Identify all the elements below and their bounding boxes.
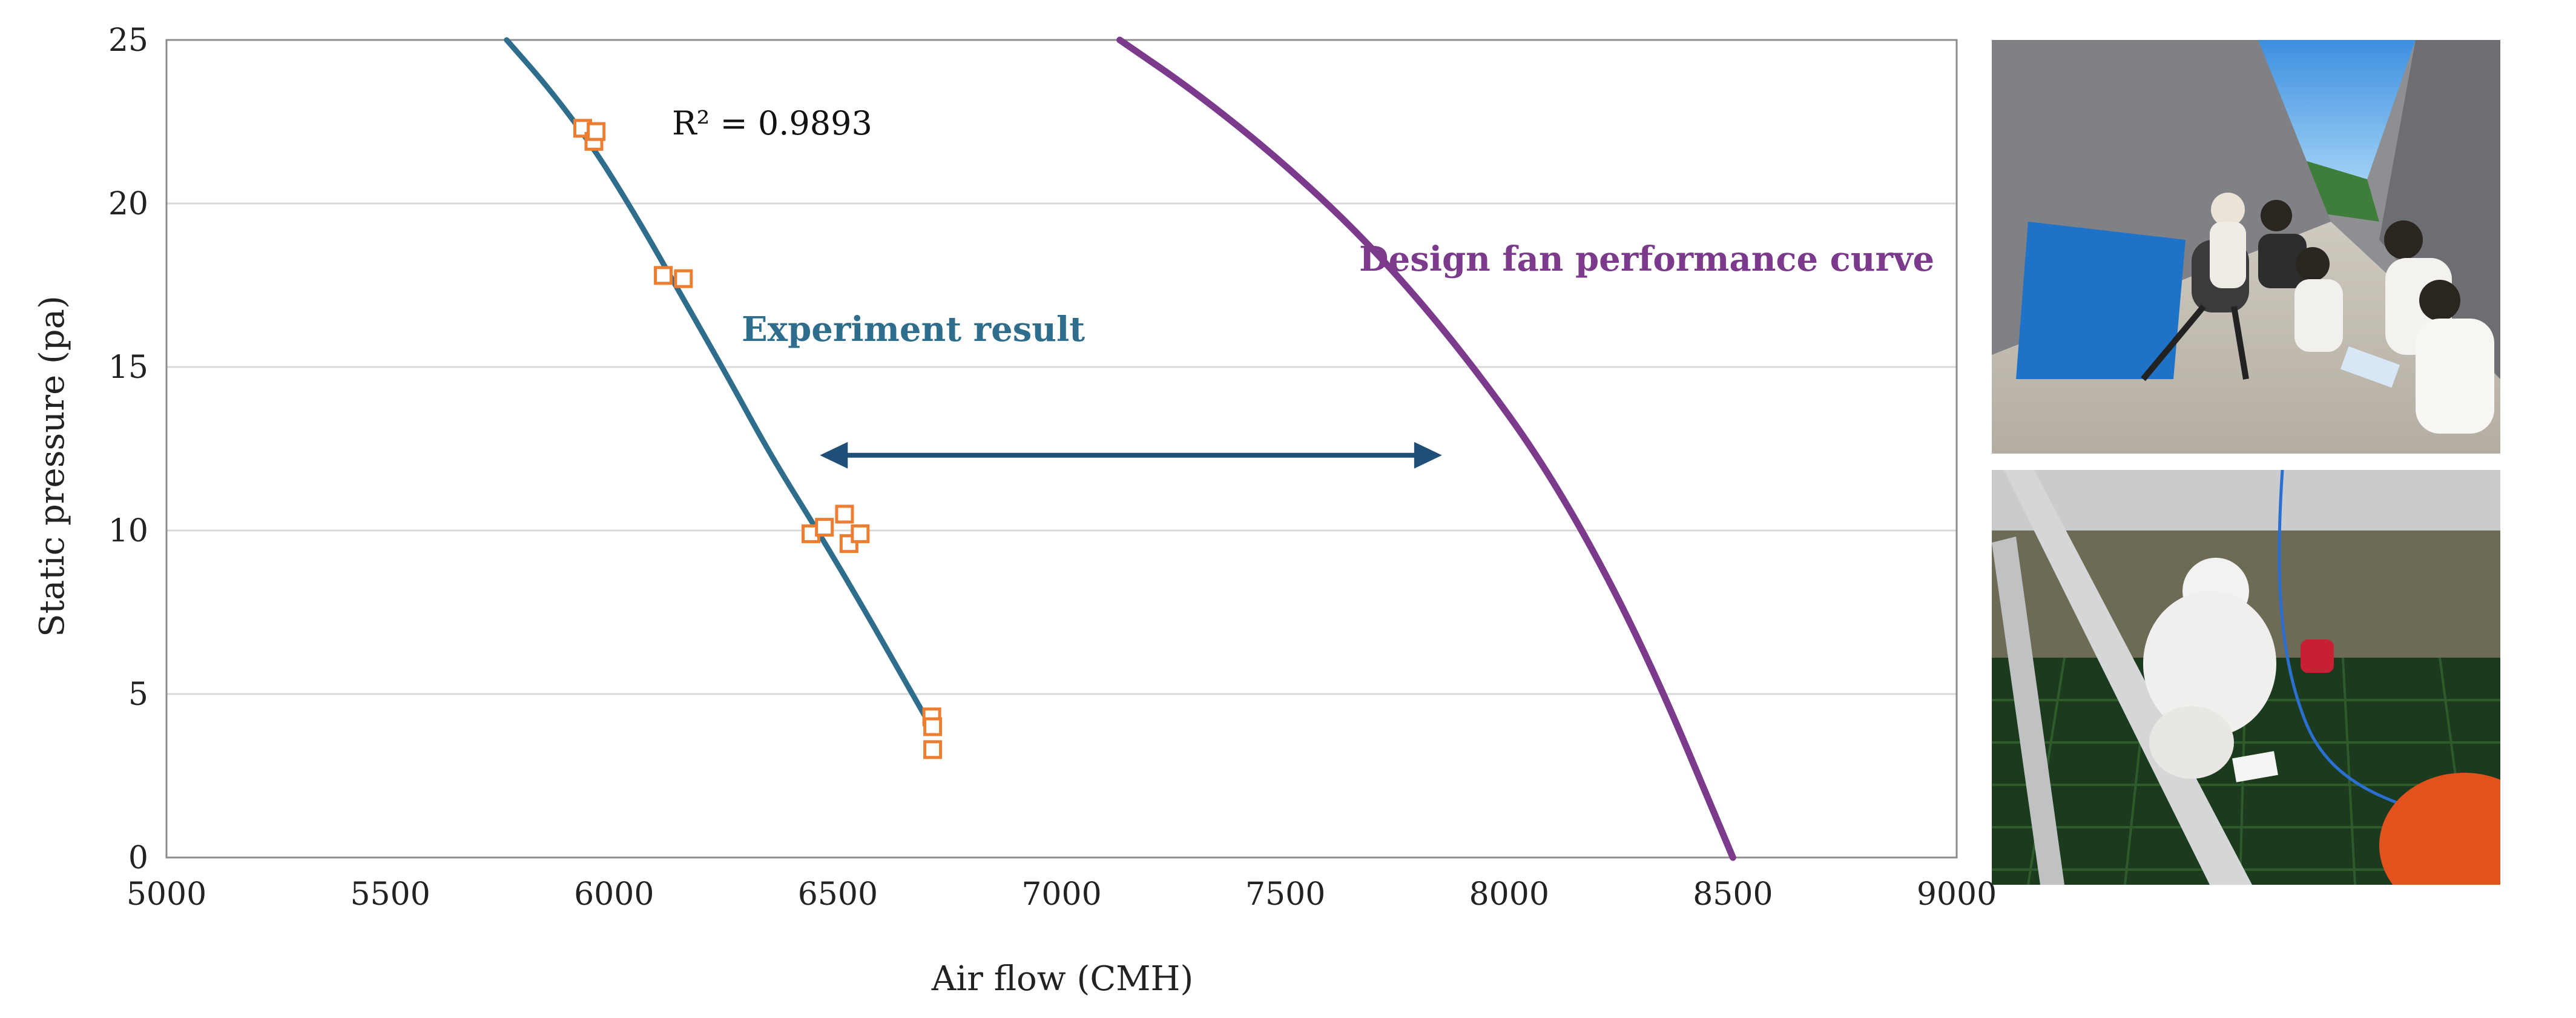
x-axis-title: Air flow (CMH) [931, 959, 1193, 999]
arrow-head-right [1414, 441, 1442, 469]
y-axis-title: Static pressure (pa) [33, 296, 72, 637]
data-markers [573, 119, 943, 759]
x-tick-label: 9000 [1917, 876, 1997, 913]
experiment-result-label: Experiment result [742, 309, 1085, 349]
data-point-marker [923, 740, 943, 759]
y-tick-label: 0 [128, 840, 148, 876]
fan-performance-chart: 0 5 10 15 20 25 5000 5500 6000 6500 7000 7500 8000 8… [33, 22, 1997, 999]
data-point-marker [835, 504, 854, 524]
indoor-measurement-photo [1992, 470, 2500, 885]
gridlines [166, 202, 1957, 695]
difference-arrow [820, 441, 1442, 469]
x-tick-label: 8000 [1469, 876, 1549, 913]
data-point-marker [587, 122, 606, 141]
y-tick-label: 10 [108, 513, 148, 549]
data-point-marker [654, 266, 673, 285]
x-tick-label: 7000 [1021, 876, 1101, 913]
y-tick-label: 15 [108, 349, 148, 386]
data-point-marker [851, 524, 870, 543]
y-tick-label: 25 [108, 22, 148, 59]
data-point-marker [815, 518, 834, 537]
x-tick-label: 5000 [127, 876, 206, 913]
data-point-marker [923, 717, 943, 736]
experiment-trendline [504, 37, 931, 723]
x-axis-ticks: 5000 5500 6000 6500 7000 7500 8000 8500 9000 [127, 876, 1997, 913]
outdoor-fan-test-photo [1992, 40, 2500, 454]
y-axis-ticks: 0 5 10 15 20 25 [108, 22, 148, 876]
arrow-head-left [820, 441, 848, 469]
x-tick-label: 7500 [1245, 876, 1325, 913]
x-tick-label: 5500 [350, 876, 430, 913]
design-curve-label: Design fan performance curve [1359, 239, 1934, 279]
series [504, 36, 1736, 861]
x-tick-label: 6500 [798, 876, 878, 913]
data-point-marker [674, 269, 693, 288]
x-tick-label: 6000 [574, 876, 654, 913]
design-fan-curve [1116, 36, 1736, 861]
y-tick-label: 5 [128, 676, 148, 713]
y-tick-label: 20 [108, 186, 148, 222]
plot-area-frame [165, 39, 1958, 859]
x-tick-label: 8500 [1693, 876, 1773, 913]
r-squared-label: R² = 0.9893 [672, 104, 872, 142]
